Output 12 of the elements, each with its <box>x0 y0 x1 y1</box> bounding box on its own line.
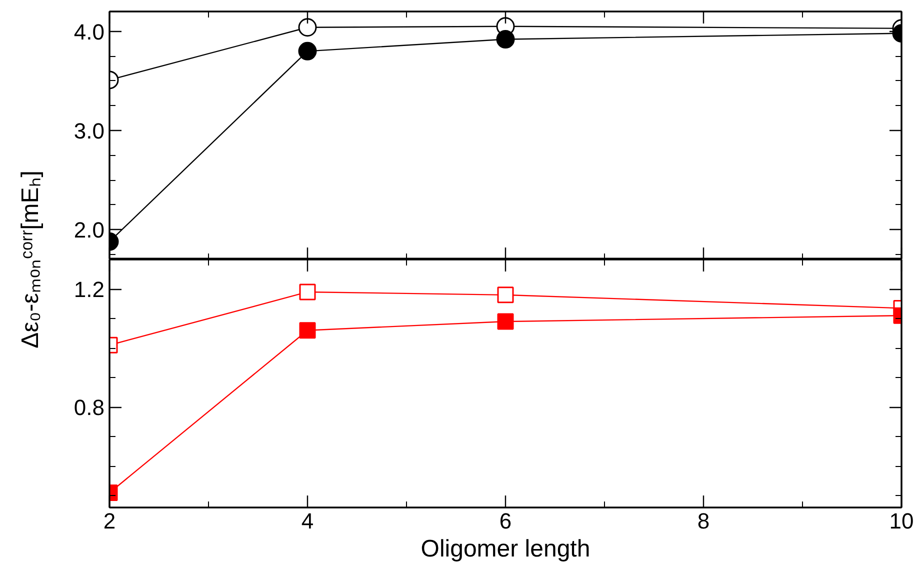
x-tick-label: 10 <box>889 508 914 534</box>
x-axis-title: Oligomer length <box>420 536 590 562</box>
y-tick-label: 4.0 <box>74 19 105 44</box>
x-tick-label: 6 <box>499 508 512 534</box>
y-axis-title: Δε₀-εₘₒₙᶜᵒʳʳ[mEₕ] <box>17 170 44 348</box>
y-tick-label: 2.0 <box>74 218 105 243</box>
y-tick-label: 3.0 <box>74 118 105 144</box>
x-tick-label: 4 <box>301 508 314 534</box>
x-tick-label: 8 <box>697 508 710 534</box>
x-tick-label: 2 <box>103 508 116 534</box>
y-tick-label: 0.8 <box>74 395 105 420</box>
y-tick-label: 1.2 <box>74 277 105 302</box>
